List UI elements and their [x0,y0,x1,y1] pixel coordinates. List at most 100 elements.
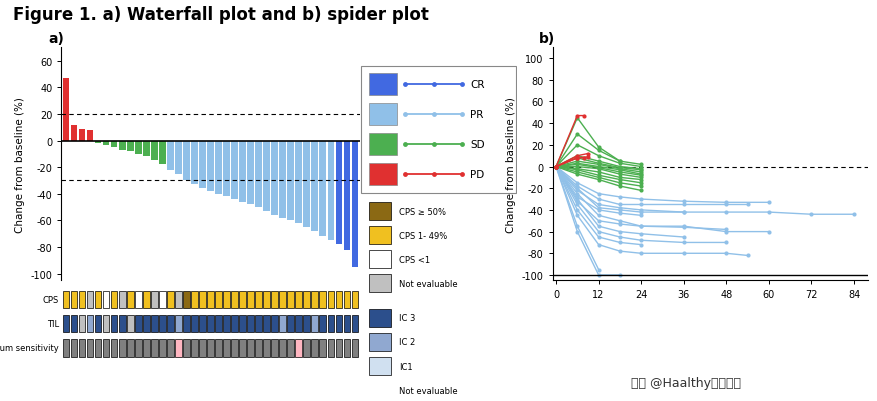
Bar [232,291,238,309]
Bar [336,339,342,357]
Bar [151,291,158,309]
Bar [247,339,253,357]
Bar [352,291,358,309]
Bar [183,291,189,309]
Bar [119,291,125,309]
Bar [199,291,206,309]
Bar [369,203,391,221]
Bar [232,315,238,333]
Bar [303,339,310,357]
Text: Platinum sensitivity: Platinum sensitivity [0,343,59,352]
Bar [296,339,302,357]
Bar [119,315,125,333]
Bar [271,141,278,216]
Bar [288,291,294,309]
Text: CPS 1- 49%: CPS 1- 49% [399,231,447,240]
Y-axis label: Change from baseline (%): Change from baseline (%) [15,97,25,232]
Text: Not evaluable: Not evaluable [399,279,458,288]
Bar [207,339,214,357]
Bar [79,339,85,357]
Bar [175,141,182,174]
Bar [369,275,391,292]
Bar [168,141,174,170]
Bar [111,315,118,333]
Bar [183,141,189,181]
Bar [239,339,246,357]
Bar [319,339,326,357]
Bar [143,315,150,333]
Bar [263,141,270,212]
Bar [311,315,317,333]
Bar [191,315,197,333]
Bar [79,291,85,309]
Bar [255,141,261,208]
Bar [369,381,391,399]
Bar [239,291,246,309]
Bar [344,315,350,333]
Bar [224,339,230,357]
Bar [160,291,166,309]
Bar [71,315,77,333]
Bar [327,291,334,309]
Bar [119,141,125,150]
Bar [95,339,102,357]
Bar [151,315,158,333]
Bar [319,291,326,309]
Bar [143,141,150,157]
Bar [271,291,278,309]
Text: CPS ≥ 50%: CPS ≥ 50% [399,207,446,216]
Bar [215,339,222,357]
Bar [280,141,286,218]
Bar [327,141,334,241]
Bar [199,315,206,333]
Text: TIL: TIL [46,319,59,328]
Bar [369,74,397,96]
Bar [288,141,294,221]
Bar [303,291,310,309]
Bar [263,291,270,309]
Bar [369,333,391,351]
Bar [127,141,133,152]
Bar [199,339,206,357]
Bar [160,339,166,357]
Text: IC1: IC1 [399,362,413,371]
Bar [255,339,261,357]
Text: SD: SD [470,140,485,150]
Text: Figure 1. a) Waterfall plot and b) spider plot: Figure 1. a) Waterfall plot and b) spide… [13,6,429,24]
Bar [247,315,253,333]
Bar [127,315,133,333]
Bar [280,315,286,333]
Bar [143,339,150,357]
Bar [95,141,102,144]
Bar [103,291,110,309]
Bar [175,315,182,333]
Bar [87,315,94,333]
Bar [369,134,397,156]
Bar [239,141,246,202]
Bar [224,291,230,309]
Bar [199,141,206,189]
Bar [319,315,326,333]
Bar [87,339,94,357]
Bar [135,291,141,309]
Bar [224,315,230,333]
Bar [127,339,133,357]
Bar [369,164,397,186]
Text: Not evaluable: Not evaluable [399,386,458,395]
Text: b): b) [539,32,556,46]
Bar [303,315,310,333]
Bar [207,291,214,309]
Text: CPS: CPS [43,295,59,304]
Y-axis label: Change from baseline (%): Change from baseline (%) [506,97,516,232]
Bar [151,141,158,161]
Bar [71,125,77,141]
Bar [111,141,118,148]
Bar [191,291,197,309]
Bar [207,141,214,192]
Bar [224,141,230,197]
Bar [95,291,102,309]
Bar [111,291,118,309]
Bar [352,315,358,333]
Bar [369,357,391,375]
Bar [79,129,85,141]
